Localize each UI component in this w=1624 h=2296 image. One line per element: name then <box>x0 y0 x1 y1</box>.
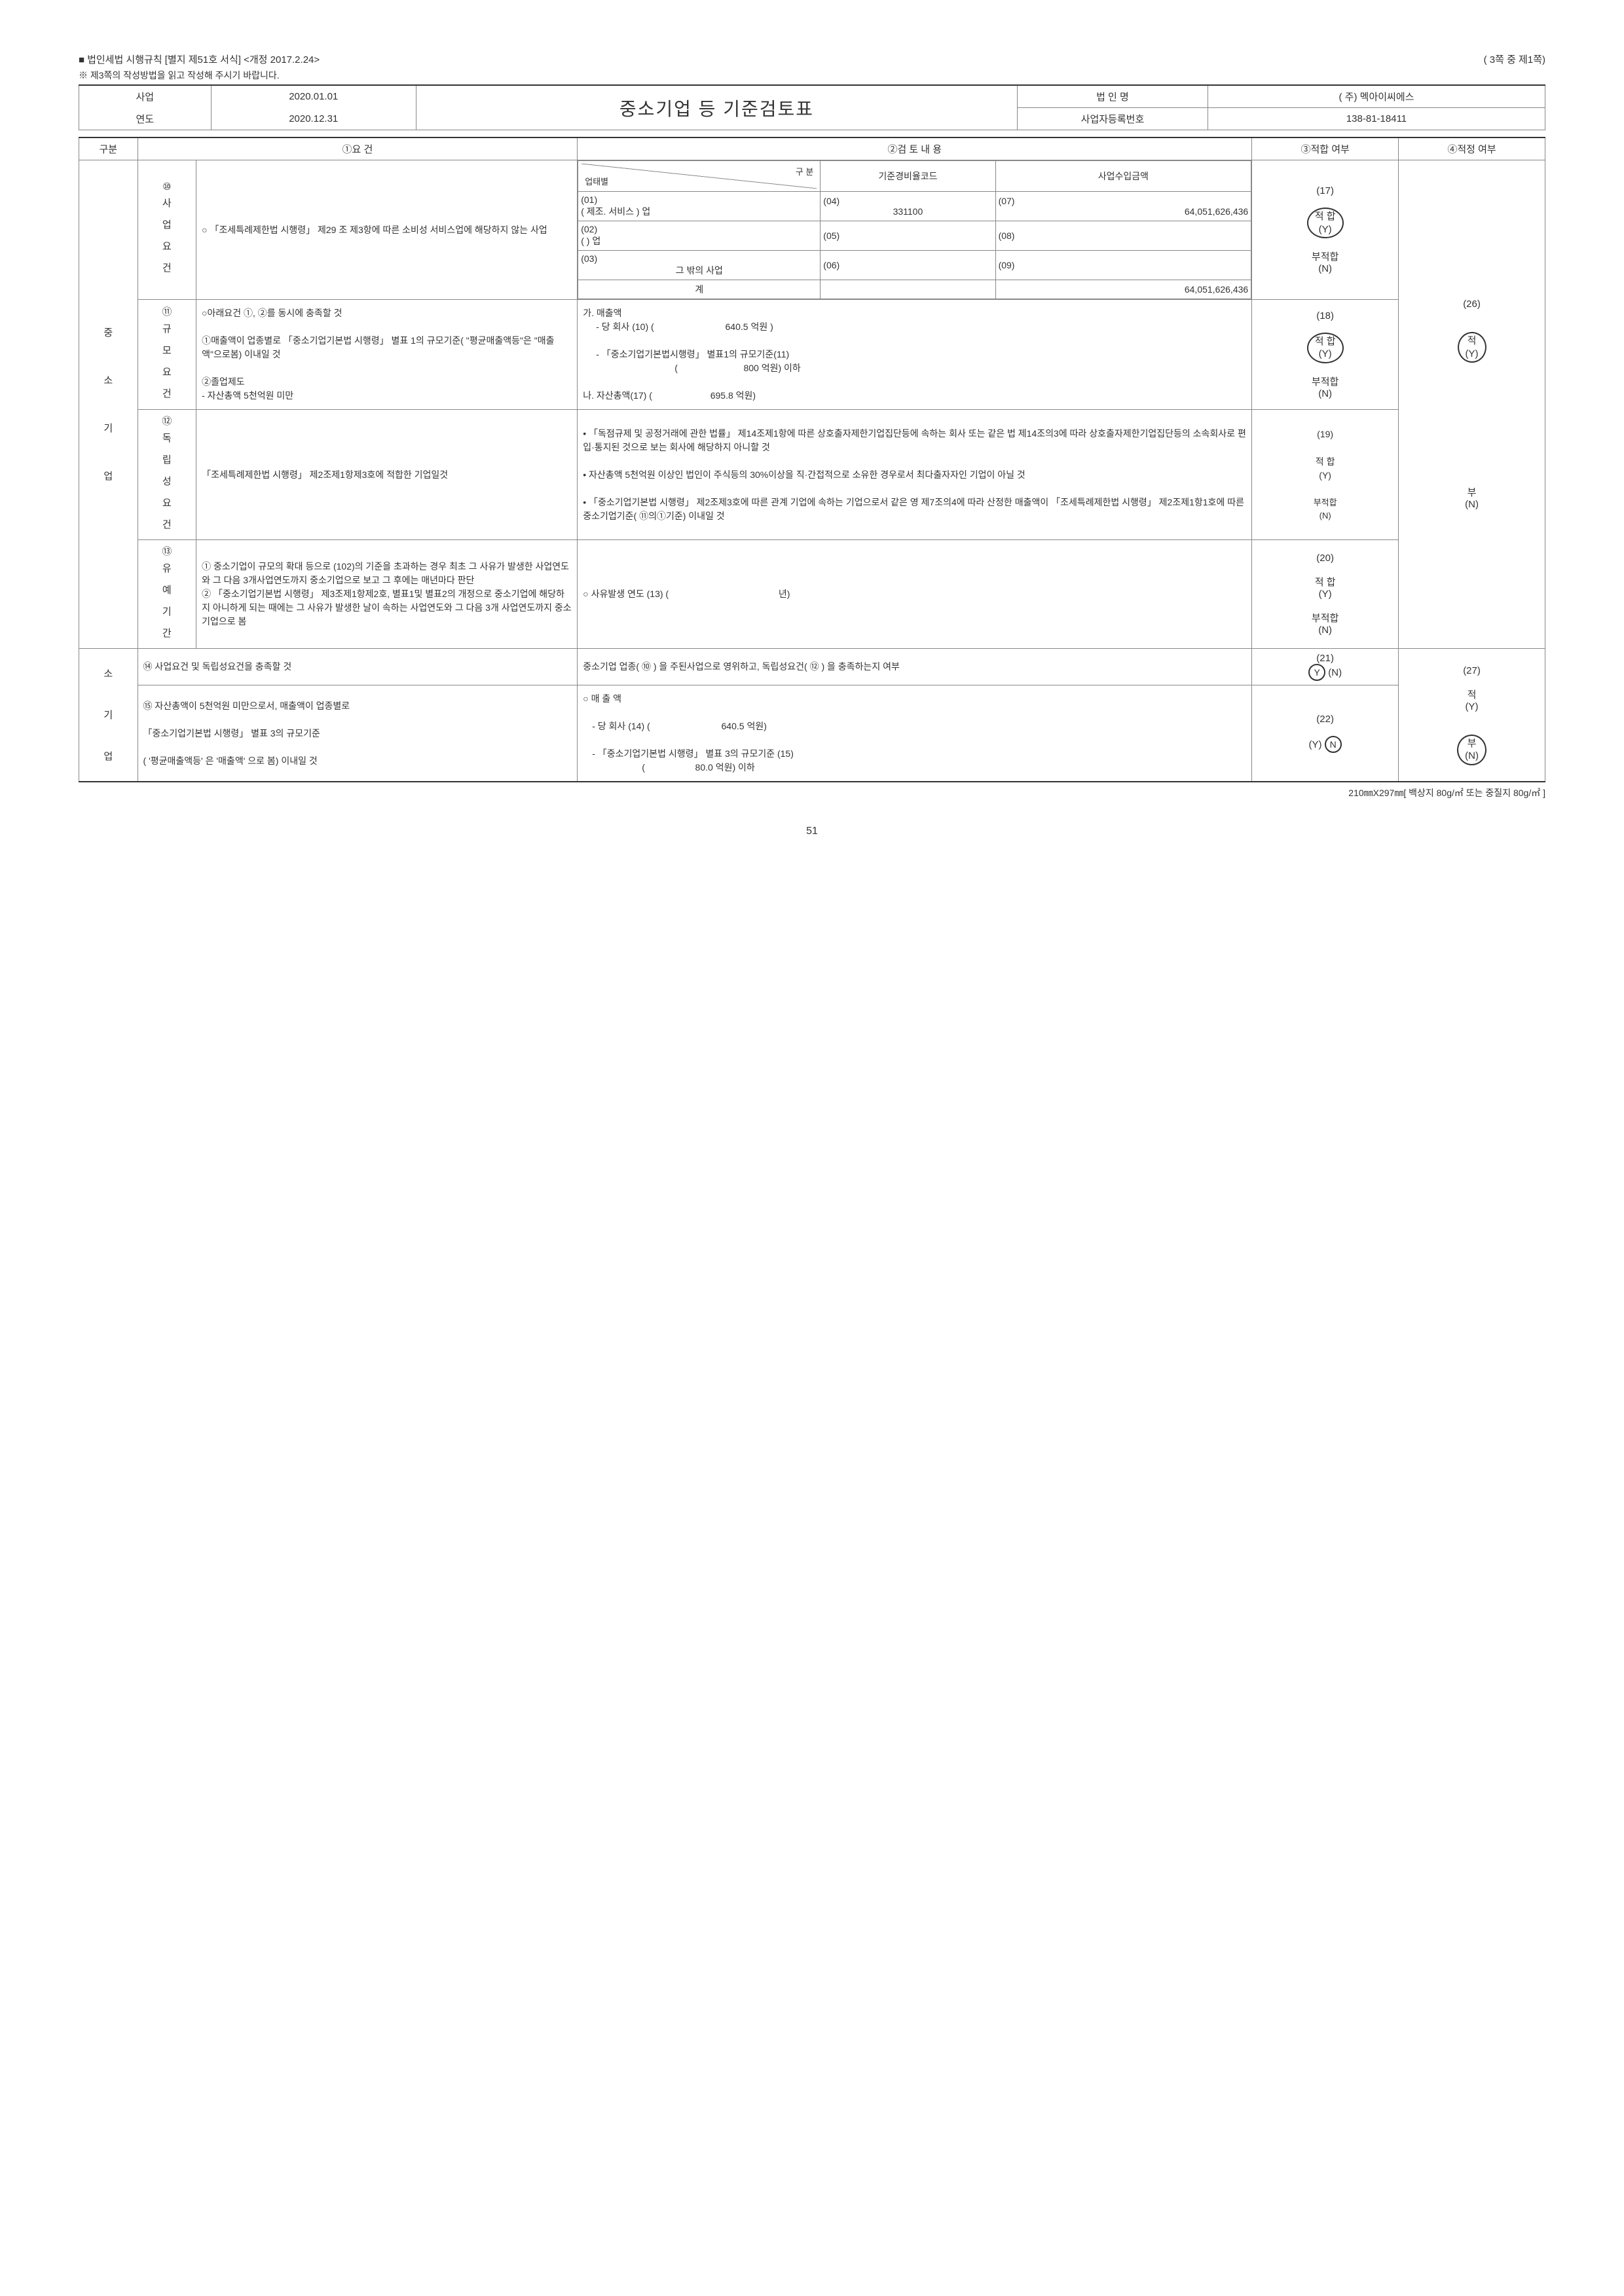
inner-col-code: 기준경비율코드 <box>821 161 995 192</box>
section-small-r1-review: 중소기업 업종( ⑩ ) 을 주된사업으로 영위하고, 독립성요건( ⑫ ) 을… <box>578 649 1252 685</box>
fit-yes-circled-gu: 적 합 (Y) <box>1307 333 1344 363</box>
section-dok-label: ⑫ 독 립 성 요 건 <box>138 410 196 540</box>
fit-yes-circled: 적 합 (Y) <box>1307 208 1344 238</box>
row1-amt: (07) 64,051,626,436 <box>995 192 1251 221</box>
section-yu-review: ○ 사유발생 연도 (13) ( 년) <box>578 540 1252 649</box>
law-reference: 법인세법 시행규칙 [별지 제51호 서식] <개정 2017.2.24> <box>79 52 320 66</box>
row1-type: (01) ( 제조. 서비스 ) 업 <box>578 192 821 221</box>
section-yu-fit: (20) 적 합 (Y) 부적합 (N) <box>1252 540 1399 649</box>
section-gu-label: ⑪ 규 모 요 건 <box>138 300 196 410</box>
biz-reg-number: 138-81-18411 <box>1208 108 1545 130</box>
row2-type: (02) ( ) 업 <box>578 221 821 251</box>
corp-name-label: 법 인 명 <box>1017 85 1208 108</box>
section-sa-review: 업태별 구 분 기준경비율코드 사업수입금액 (01) ( 제조. 서비스 ) … <box>578 160 1252 300</box>
section-dok-no: ⑫ <box>142 414 193 428</box>
section-sa-no: ⑩ <box>142 181 193 192</box>
row2-code: (05) <box>821 221 995 251</box>
row3-amt: (09) <box>995 251 1251 280</box>
row3-type: (03) 그 밖의 사업 <box>578 251 821 280</box>
section-small-appr: (27) 적 (Y) 부 (N) <box>1399 649 1545 782</box>
r1-y-circled: Y <box>1308 664 1325 681</box>
section-dok-review: • 「독점규제 및 공정거래에 관한 법률」 제14조제1항에 따른 상호출자제… <box>578 410 1252 540</box>
inner-col-amt: 사업수입금액 <box>995 161 1251 192</box>
section-yu-req: ① 중소기업이 규모의 확대 등으로 (102)의 기준을 초과하는 경우 최초… <box>196 540 578 649</box>
meta-table: 사업 2020.01.01 중소기업 등 기준검토표 법 인 명 ( 주) 멕아… <box>79 84 1545 130</box>
diag-top-right: 구 분 <box>796 165 814 177</box>
col-gubun: 구분 <box>79 137 138 160</box>
main-table: 구분 ①요 건 ②검 토 내 용 ③적합 여부 ④적정 여부 중소기업 ⑩ 사 … <box>79 137 1545 782</box>
page-reference: ( 3쪽 중 제1쪽) <box>1484 52 1545 66</box>
section-sa-label: ⑩ 사 업 요 건 <box>138 160 196 300</box>
fiscal-year-label-1: 사업 <box>79 85 212 108</box>
section-sa-fit: (17) 적 합 (Y) 부적합 (N) <box>1252 160 1399 300</box>
fiscal-to: 2020.12.31 <box>211 108 416 130</box>
section-small-r1-fit: (21) Y (N) <box>1252 649 1399 685</box>
total-amt: 64,051,626,436 <box>995 280 1251 299</box>
section-gu-review: 가. 매출액 - 당 회사 (10) ( 640.5 억원 ) - 「중소기업기… <box>578 300 1252 410</box>
doc-header: 법인세법 시행규칙 [별지 제51호 서식] <개정 2017.2.24> ( … <box>79 52 1545 66</box>
col-fit: ③적합 여부 <box>1252 137 1399 160</box>
section-sa-inner-table: 업태별 구 분 기준경비율코드 사업수입금액 (01) ( 제조. 서비스 ) … <box>578 160 1251 299</box>
section-dok-req: 「조세특례제한법 시행령」 제2조제1항제3호에 적합한 기업일것 <box>196 410 578 540</box>
biz-reg-label: 사업자등록번호 <box>1017 108 1208 130</box>
col-appropriate: ④적정 여부 <box>1399 137 1545 160</box>
fit-no-label: 부적합 <box>1256 249 1394 263</box>
row1-code: (04) 331100 <box>821 192 995 221</box>
section-small-r1-req: ⑭ 사업요건 및 독립성요건을 충족할 것 <box>138 649 578 685</box>
instruction-note: 제3쪽의 작성방법을 읽고 작성해 주시기 바랍니다. <box>79 69 1545 82</box>
corp-name: ( 주) 멕아이씨에스 <box>1208 85 1545 108</box>
row2-amt: (08) <box>995 221 1251 251</box>
r2-n-circled: N <box>1325 736 1342 753</box>
group-label-jungso: 중소기업 <box>79 160 138 649</box>
section-yu-no: ⑬ <box>142 544 193 558</box>
diag-bottom-left: 업태별 <box>585 175 608 187</box>
section-gu-fit: (18) 적 합 (Y) 부적합 (N) <box>1252 300 1399 410</box>
form-title: 중소기업 등 기준검토표 <box>416 85 1017 130</box>
page-number: 51 <box>79 826 1545 837</box>
section-yu-label: ⑬ 유 예 기 간 <box>138 540 196 649</box>
section-small-r2-review: ○ 매 출 액 - 당 회사 (14) ( 640.5 억원) - 「중소기업기… <box>578 685 1252 782</box>
fiscal-year-label-2: 연도 <box>79 108 212 130</box>
section-dok-fit: (19) 적 합 (Y) 부적합 (N) <box>1252 410 1399 540</box>
appr-yes-circled: 적 (Y) <box>1458 332 1486 363</box>
col-req: ①요 건 <box>138 137 578 160</box>
inner-header-diag: 업태별 구 분 <box>578 161 821 192</box>
section-mid-appr: (26) 적 (Y) 부 (N) <box>1399 160 1545 649</box>
paper-spec-footer: 210㎜X297㎜[ 백상지 80g/㎡ 또는 중질지 80g/㎡ ] <box>79 786 1545 799</box>
section-sa-req: ○ 「조세특례제한법 시행령」 제29 조 제3항에 따른 소비성 서비스업에 … <box>196 160 578 300</box>
section-small-r2-req: ⑮ 자산총액이 5천억원 미만으로서, 매출액이 업종별로 「중소기업기본법 시… <box>138 685 578 782</box>
fit-no-short: (N) <box>1256 263 1394 274</box>
section-gu-req: ○아래요건 ①, ②를 동시에 충족할 것 ①매출액이 업종별로 「중소기업기본… <box>196 300 578 410</box>
appr-no-circled: 부 (N) <box>1457 735 1486 765</box>
total-code <box>821 280 995 299</box>
section-gu-no: ⑪ <box>142 304 193 318</box>
row3-code: (06) <box>821 251 995 280</box>
total-label: 계 <box>578 280 821 299</box>
group-label-so: 소기업 <box>79 649 138 782</box>
fiscal-from: 2020.01.01 <box>211 85 416 108</box>
col-review: ②검 토 내 용 <box>578 137 1252 160</box>
section-small-r2-fit: (22) (Y) N <box>1252 685 1399 782</box>
